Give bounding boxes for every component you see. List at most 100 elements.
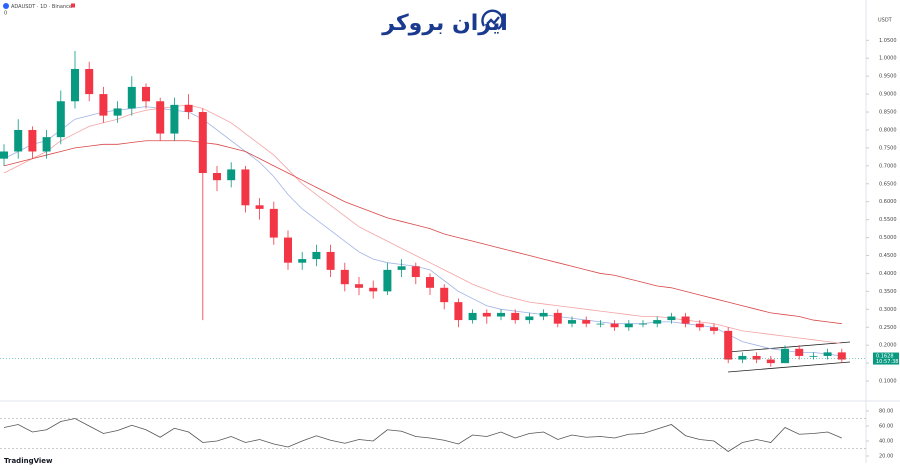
candle-body <box>596 323 605 325</box>
moving-average <box>3 104 842 344</box>
candle-body <box>795 348 804 356</box>
symbol-title: ADAUSDT · 1D · Binance <box>11 4 72 10</box>
candle-body <box>113 108 122 116</box>
y-tick-label: 0.9000 <box>879 92 897 98</box>
candle-body <box>426 277 434 288</box>
candle-body <box>184 104 193 113</box>
last-price-box <box>873 352 899 365</box>
candle-body <box>56 101 65 138</box>
last-price-label: 0.1628 <box>876 354 894 360</box>
candle-body <box>454 302 463 321</box>
brand-icon <box>481 9 504 30</box>
currency-label: USDT <box>878 18 893 24</box>
candle-body <box>142 86 150 102</box>
candle-body <box>752 355 761 360</box>
candle-body <box>99 94 108 116</box>
candle-body <box>85 68 94 95</box>
y-tick-label: 0.7000 <box>879 163 897 169</box>
footer-brand: TradingView <box>4 457 53 465</box>
y-tick-label: 1.0000 <box>879 56 897 62</box>
candle-body <box>724 330 733 360</box>
y-tick-label: 80.00 <box>879 409 893 415</box>
y-tick-label: 0.6500 <box>879 181 897 187</box>
y-tick-label: 0.2000 <box>879 343 897 349</box>
candle-body <box>766 359 775 364</box>
candle-body <box>482 312 491 317</box>
candle-body <box>710 327 718 331</box>
candle-body <box>781 348 789 364</box>
y-tick-label: 0.1000 <box>879 379 897 385</box>
candle-body <box>497 312 505 317</box>
candle-body <box>14 129 23 152</box>
candle-body <box>369 287 378 292</box>
candle-body <box>681 316 690 324</box>
y-tick-label: 0.2500 <box>879 325 897 331</box>
candle-body <box>511 312 520 321</box>
candle-body <box>28 129 37 152</box>
candle-body <box>198 112 207 174</box>
y-tick-label: 0.7500 <box>879 145 897 151</box>
symbol-icon <box>3 3 9 9</box>
y-tick-label: 0.6000 <box>879 199 897 205</box>
candle-body <box>284 237 292 263</box>
candle-body <box>383 269 392 292</box>
candle-body <box>397 266 406 270</box>
candle-body <box>624 323 633 328</box>
candle-body <box>298 259 307 263</box>
candle-body <box>610 323 619 328</box>
candle-body <box>326 251 335 270</box>
candle-body <box>667 316 676 321</box>
candle-body <box>553 312 562 324</box>
candle-body <box>440 287 449 303</box>
candle-body <box>255 205 264 209</box>
y-tick-label: 0.8000 <box>879 127 897 133</box>
status-dot <box>71 3 75 8</box>
countdown-label: 10:57:38 <box>876 359 898 365</box>
channel-upper <box>727 341 851 353</box>
candle-body <box>639 323 647 325</box>
candle-body <box>738 355 747 360</box>
y-tick-label: 0.5000 <box>879 235 897 241</box>
indicator-value: 0 <box>4 11 7 17</box>
candle-body <box>156 101 165 134</box>
candle-body <box>312 251 321 260</box>
y-tick-label: 0.3500 <box>879 289 897 295</box>
candle-body <box>568 320 576 324</box>
channel-lower <box>727 361 851 373</box>
candle-body <box>227 169 236 181</box>
candle-body <box>539 312 548 317</box>
y-tick-label: 60.00 <box>879 424 893 430</box>
candle-body <box>0 151 8 159</box>
y-tick-label: 0.8500 <box>879 110 897 116</box>
candle-body <box>170 104 179 134</box>
candle-body <box>213 173 221 181</box>
candle-body <box>695 323 704 328</box>
candle-body <box>837 352 846 360</box>
candle-body <box>653 320 662 324</box>
moving-average <box>3 140 842 325</box>
candle-body <box>411 266 420 278</box>
candle-body <box>525 316 534 321</box>
candle-body <box>355 284 363 288</box>
y-tick-label: 0.4500 <box>879 253 897 259</box>
y-tick-label: 0.4000 <box>879 271 897 277</box>
candle-body <box>809 355 818 357</box>
candle-body <box>823 352 832 356</box>
candle-body <box>269 208 278 238</box>
y-tick-label: 0.3000 <box>879 307 897 313</box>
y-tick-label: 20.00 <box>879 454 893 460</box>
candle-body <box>582 320 591 324</box>
y-tick-label: 0.9500 <box>879 74 897 80</box>
candle-body <box>71 68 79 102</box>
y-tick-label: 0.5500 <box>879 217 897 223</box>
candle-body <box>340 269 349 285</box>
y-tick-label: 40.00 <box>879 439 893 445</box>
candle-body <box>241 169 250 206</box>
rsi-line <box>3 418 842 452</box>
candle-body <box>127 86 136 109</box>
candle-body <box>42 137 51 152</box>
y-tick-label: 1.0500 <box>879 38 897 44</box>
candle-body <box>468 312 477 321</box>
